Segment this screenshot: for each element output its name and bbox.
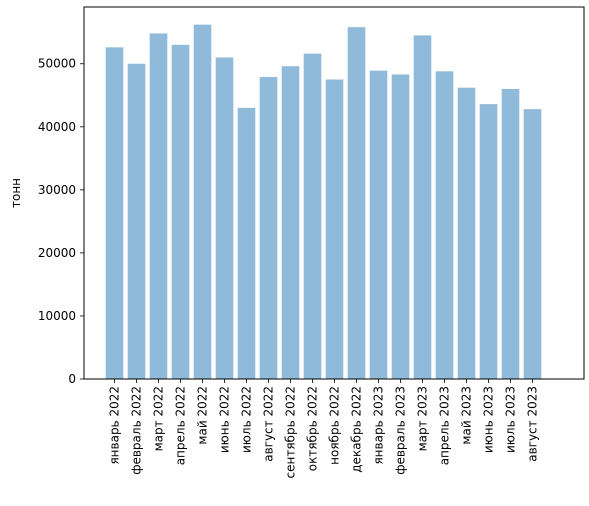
bar-17 <box>457 87 476 380</box>
bar-4 <box>171 44 190 379</box>
plot-frame <box>83 6 585 380</box>
y-axis-ticks: 0 10000 20000 30000 40000 50000 <box>38 57 84 386</box>
bar-11 <box>325 79 344 379</box>
x-tick-label: июль 2023 <box>504 386 518 453</box>
x-tick-label: январь 2022 <box>108 386 122 465</box>
bar-15 <box>413 35 432 380</box>
y-tick-label: 20000 <box>38 246 76 260</box>
x-tick-label: декабрь 2022 <box>350 386 364 473</box>
bar-9 <box>281 66 300 380</box>
x-tick-label: июль 2022 <box>240 386 254 453</box>
y-tick-label: 40000 <box>38 120 76 134</box>
bar-20 <box>523 109 542 379</box>
x-tick-label: сентябрь 2022 <box>284 386 298 478</box>
y-tick-label: 0 <box>68 372 76 386</box>
x-tick-label: январь 2023 <box>372 386 386 465</box>
bar-13 <box>369 70 388 380</box>
x-tick-label: март 2023 <box>416 386 430 451</box>
y-axis-label: тонн <box>9 178 23 208</box>
x-tick-label: февраль 2022 <box>130 386 144 475</box>
bar-5 <box>193 24 212 380</box>
y-tick-label: 30000 <box>38 183 76 197</box>
bar-19 <box>501 88 520 379</box>
bar-12 <box>347 27 366 380</box>
bar-7 <box>237 107 256 379</box>
bar-6 <box>215 57 234 379</box>
x-tick-label: октябрь 2022 <box>306 386 320 471</box>
bar-3 <box>149 33 168 379</box>
x-tick-label: апрель 2023 <box>438 386 452 465</box>
x-tick-label: июнь 2023 <box>482 386 496 453</box>
x-tick-label: май 2022 <box>196 386 210 445</box>
x-tick-label: февраль 2023 <box>394 386 408 475</box>
bar-1 <box>105 47 124 379</box>
x-tick-label: август 2023 <box>526 386 540 462</box>
x-tick-label: март 2022 <box>152 386 166 451</box>
bar-14 <box>391 74 410 380</box>
y-tick-label: 50000 <box>38 57 76 71</box>
x-tick-label: август 2022 <box>262 386 276 462</box>
x-tick-label: май 2023 <box>460 386 474 445</box>
bar-10 <box>303 53 322 379</box>
x-tick-label: ноябрь 2022 <box>328 386 342 465</box>
bar-16 <box>435 71 454 379</box>
bar-8 <box>259 76 278 380</box>
x-axis-ticks: январь 2022 февраль 2022 март 2022 апрель 2… <box>108 379 540 478</box>
bar-2 <box>127 63 146 379</box>
x-tick-label: апрель 2022 <box>174 386 188 465</box>
bars-group <box>105 24 542 380</box>
bar-18 <box>479 104 498 379</box>
y-tick-label: 10000 <box>38 309 76 323</box>
x-tick-label: июнь 2022 <box>218 386 232 453</box>
